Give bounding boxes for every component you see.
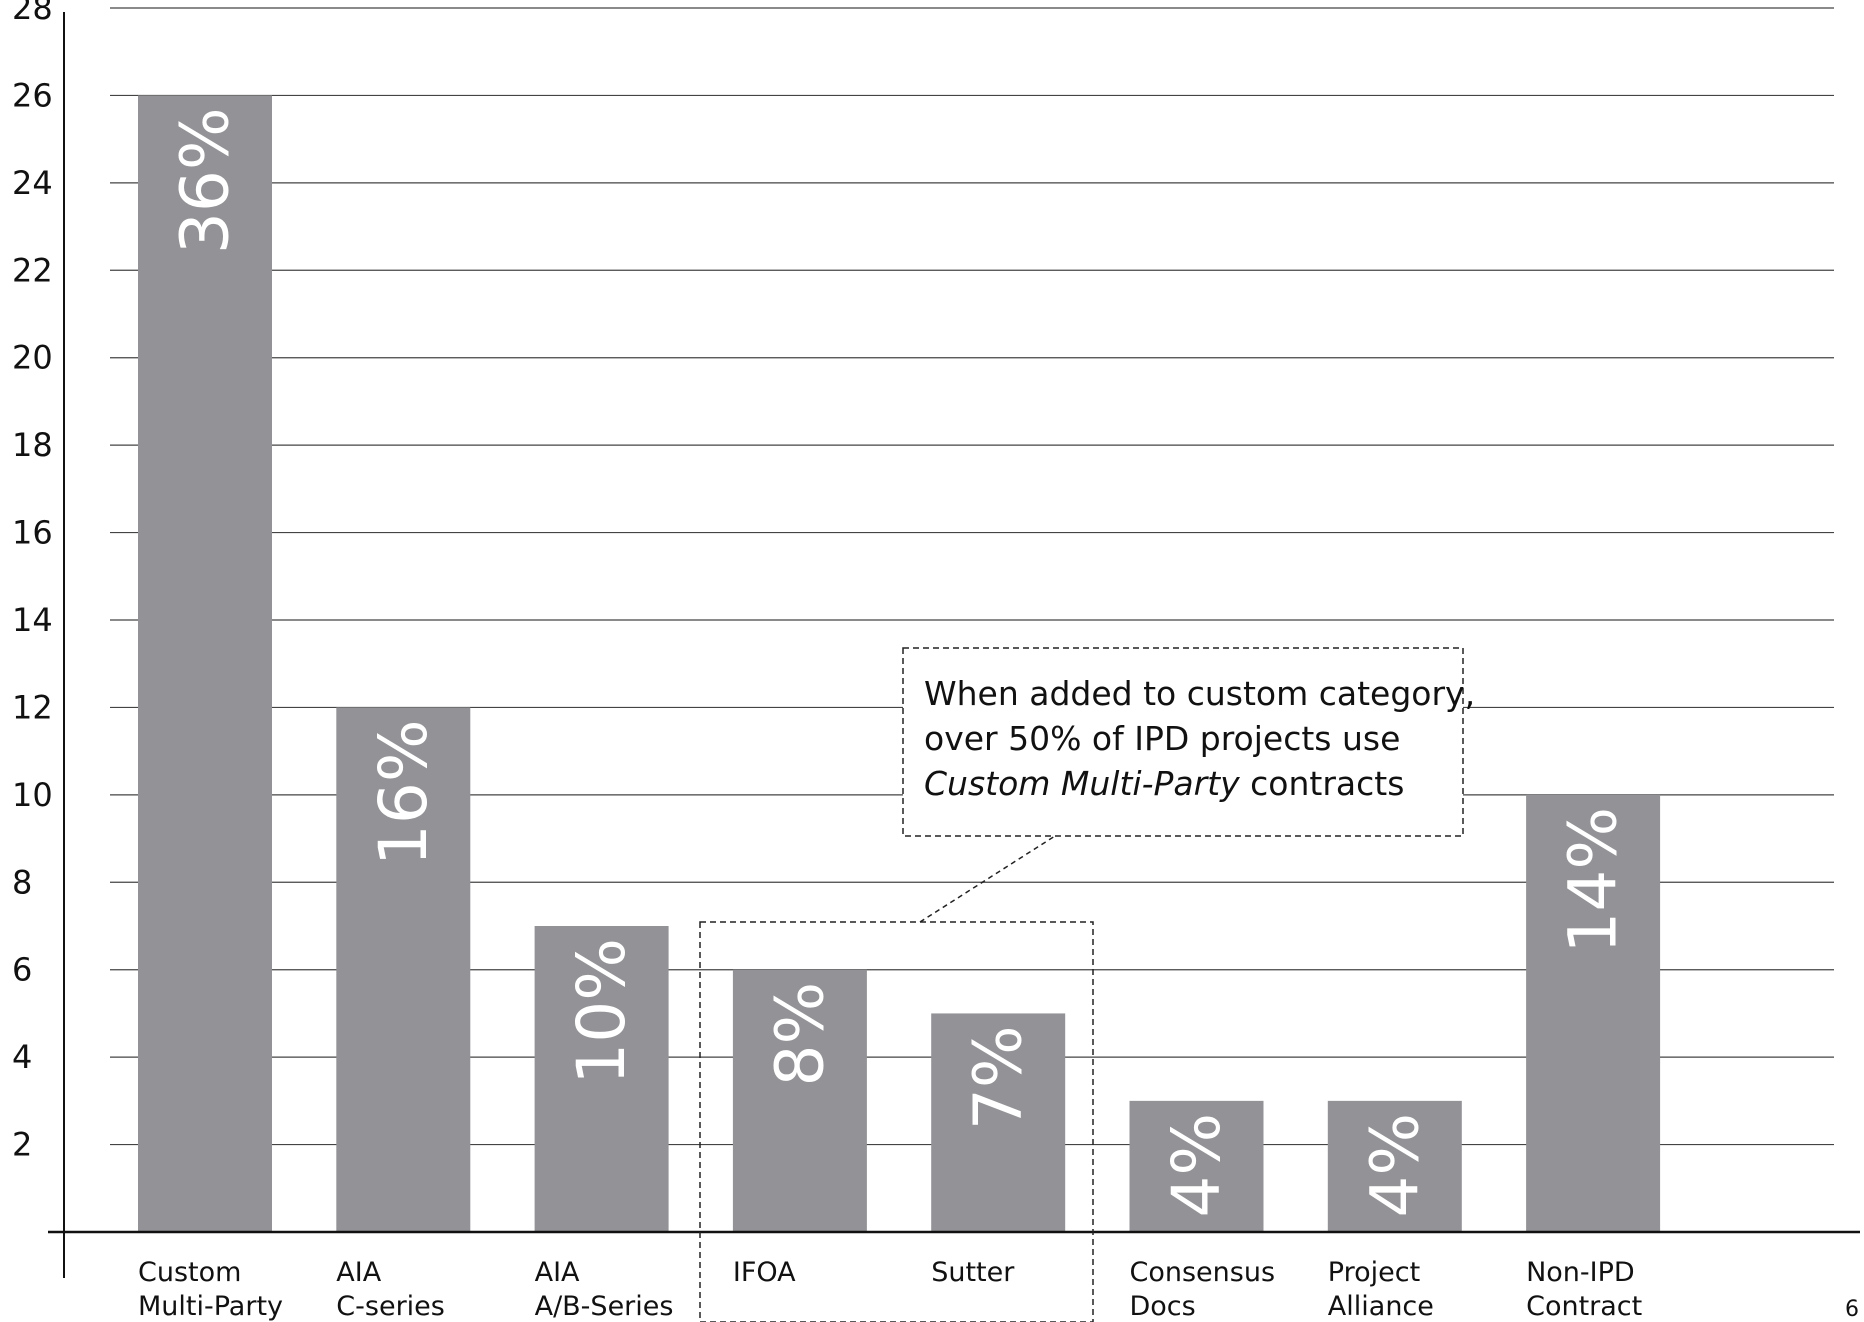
callout-line-1: When added to custom category, bbox=[924, 674, 1475, 713]
callout-line-3: Custom Multi-Party contracts bbox=[924, 764, 1404, 803]
bar bbox=[138, 95, 272, 1232]
callout-box bbox=[902, 647, 1464, 837]
x-category-label: Contract bbox=[1526, 1291, 1642, 1322]
x-category-label: Custom bbox=[138, 1257, 241, 1288]
y-tick-label: 22 bbox=[12, 251, 53, 289]
bar bbox=[534, 926, 669, 1232]
x-category-label: Project bbox=[1328, 1257, 1420, 1288]
callout-italic-text: Custom Multi-Party bbox=[924, 764, 1240, 803]
x-category-label: Alliance bbox=[1328, 1291, 1434, 1322]
bar bbox=[336, 707, 471, 1232]
x-category-label: AIA bbox=[535, 1257, 580, 1288]
highlight-box bbox=[699, 921, 1094, 1322]
x-category-label: C-series bbox=[336, 1291, 445, 1322]
y-tick-label: 26 bbox=[12, 76, 53, 114]
y-tick-label: 18 bbox=[12, 426, 53, 464]
bar-value-label: 14% bbox=[1555, 807, 1632, 954]
x-category-labels: CustomMulti-PartyAIAC-seriesAIAA/B-Serie… bbox=[138, 1257, 1642, 1322]
x-category-label: Consensus bbox=[1130, 1257, 1276, 1288]
bar bbox=[931, 1013, 1066, 1232]
bar bbox=[1327, 1100, 1462, 1232]
axes bbox=[48, 12, 1860, 1278]
bar-value-label: 16% bbox=[365, 719, 442, 866]
bar bbox=[732, 969, 867, 1232]
x-category-label: A/B-Series bbox=[535, 1291, 674, 1322]
x-category-label: AIA bbox=[336, 1257, 381, 1288]
callout-rest-text: contracts bbox=[1240, 764, 1405, 803]
bar-value-label: 4% bbox=[1158, 1113, 1235, 1218]
x-category-label: Multi-Party bbox=[138, 1291, 283, 1322]
y-tick-label: 6 bbox=[12, 951, 32, 989]
bars bbox=[138, 95, 1661, 1232]
y-tick-label: 24 bbox=[12, 164, 53, 202]
bar bbox=[1129, 1100, 1264, 1232]
y-tick-label: 12 bbox=[12, 688, 53, 726]
bar-value-label: 4% bbox=[1356, 1113, 1433, 1218]
y-tick-label: 14 bbox=[12, 601, 53, 639]
x-category-label: Docs bbox=[1130, 1291, 1196, 1322]
bar bbox=[1526, 794, 1661, 1232]
y-tick-label: 4 bbox=[12, 1038, 32, 1076]
bar-value-labels: 36% 16% 10% 8% 7% 4% 4% 14% bbox=[167, 107, 1632, 1217]
y-tick-label: 8 bbox=[12, 863, 32, 901]
y-tick-label: 10 bbox=[12, 776, 53, 814]
callout-line-2: over 50% of IPD projects use bbox=[924, 719, 1400, 758]
bar-value-label: 10% bbox=[563, 938, 640, 1085]
x-category-label: Sutter bbox=[931, 1257, 1015, 1288]
y-tick-label: 2 bbox=[12, 1126, 32, 1164]
x-category-label: IFOA bbox=[733, 1257, 796, 1288]
y-tick-label: 16 bbox=[12, 514, 53, 552]
callout-connector bbox=[919, 835, 1056, 923]
page-number: 6 bbox=[1845, 1297, 1859, 1322]
y-tick-label: 20 bbox=[12, 339, 53, 377]
y-tick-label: 28 bbox=[12, 0, 53, 27]
x-category-label: Non-IPD bbox=[1526, 1257, 1635, 1288]
bar-value-label: 7% bbox=[960, 1025, 1037, 1130]
annotation-callout: When added to custom category, over 50% … bbox=[699, 647, 1475, 1322]
bar-value-label: 36% bbox=[167, 107, 244, 254]
bar-value-label: 8% bbox=[761, 982, 838, 1087]
